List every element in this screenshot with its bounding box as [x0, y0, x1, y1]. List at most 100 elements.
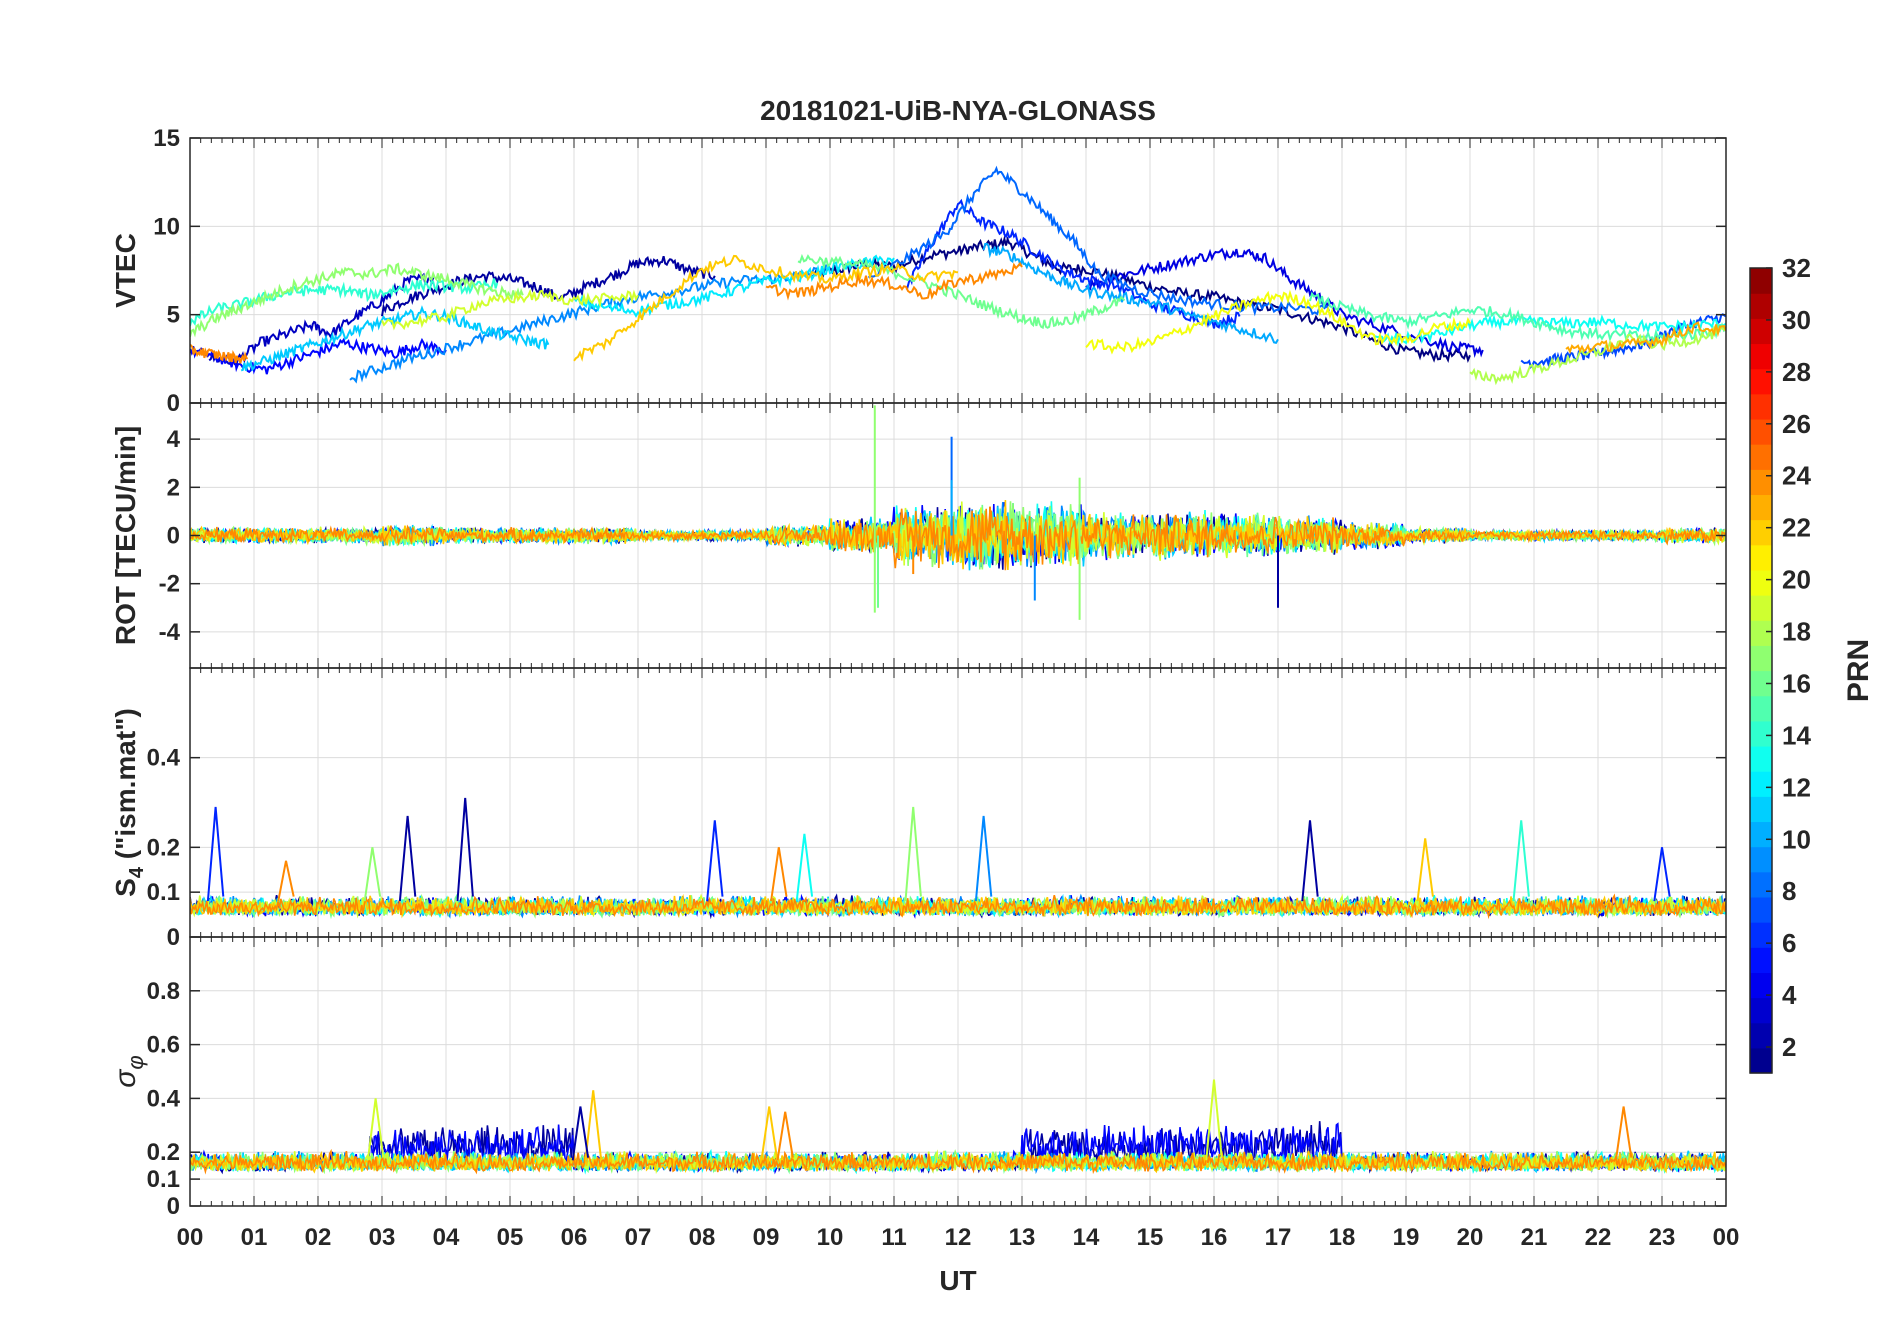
y-tick-label: 2 — [167, 474, 180, 501]
x-tick-label: 23 — [1649, 1224, 1676, 1251]
rot-series-prn-22 — [190, 499, 1726, 571]
colorbar-tick-label: 16 — [1782, 668, 1811, 698]
x-tick-label: 00 — [1713, 1224, 1740, 1251]
x-tick-label: 14 — [1073, 1224, 1100, 1251]
colorbar-swatch — [1750, 745, 1772, 772]
x-tick-label: 05 — [497, 1224, 524, 1251]
colorbar-swatch — [1750, 695, 1772, 722]
colorbar-swatch — [1750, 1022, 1772, 1049]
vtec-series-prn-2 — [381, 255, 716, 317]
x-tick-label: 15 — [1137, 1224, 1164, 1251]
s4-spike — [398, 815, 417, 902]
colorbar-tick-label: 12 — [1782, 772, 1811, 802]
colorbar-tick-label: 6 — [1782, 928, 1796, 958]
colorbar-swatch — [1750, 343, 1772, 370]
colorbar-box — [1749, 267, 1773, 1074]
colorbar-tick-label: 32 — [1782, 253, 1811, 283]
colorbar-tick-label: 4 — [1782, 980, 1797, 1010]
y-tick-label: 15 — [153, 125, 180, 152]
vtec-series-prn-17 — [190, 262, 524, 338]
y-tick-label: 0.2 — [147, 834, 180, 861]
panel-data — [190, 405, 1726, 620]
y-tick-label: 0 — [167, 390, 180, 417]
sigma_phi-spike — [776, 1111, 794, 1161]
x-tick-label: 04 — [433, 1224, 460, 1251]
x-tick-label: 13 — [1009, 1224, 1036, 1251]
s4-series-prn-22 — [190, 893, 1726, 919]
colorbar-swatch — [1750, 997, 1772, 1024]
y-tick-label: 0 — [167, 523, 180, 550]
x-tick-label: 12 — [945, 1224, 972, 1251]
sigma_phi-spike — [366, 1098, 385, 1161]
colorbar-swatch — [1750, 821, 1772, 848]
colorbar-swatch — [1750, 871, 1772, 898]
sigma_phi-spike — [1205, 1079, 1223, 1161]
y-tick-label: 0.1 — [147, 1166, 180, 1193]
colorbar-tick-label: 10 — [1782, 824, 1811, 854]
x-tick-label: 08 — [689, 1224, 716, 1251]
panel-rot: -4 -2 0 2 4 ROT [TECU/min] — [110, 402, 1727, 669]
panel-data — [190, 165, 1726, 386]
x-tick-label: 17 — [1265, 1224, 1292, 1251]
s4-spike — [974, 815, 993, 902]
colorbar-swatch — [1750, 368, 1772, 395]
sigma_phi-series-prn-24 — [190, 1148, 1726, 1175]
colorbar-tick-label: 20 — [1782, 565, 1811, 595]
panel-vtec: 0 5 10 15 VTEC — [110, 125, 1727, 417]
sigma_phi-spike — [584, 1090, 602, 1161]
y-axis-label-rot: ROT [TECU/min] — [110, 426, 141, 645]
vtec-series-prn-4 — [1085, 247, 1484, 359]
colorbar-swatch — [1750, 645, 1772, 672]
y-tick-label: 0 — [167, 924, 180, 951]
y-tick-label: 0 — [167, 1193, 180, 1220]
colorbar-tick-label: 24 — [1782, 461, 1811, 491]
y-tick-label: 0.6 — [147, 1032, 180, 1059]
colorbar-swatch — [1750, 670, 1772, 697]
vtec-series-prn-10 — [982, 242, 1279, 345]
sigma_phi-spike — [571, 1106, 590, 1161]
colorbar-swatch — [1750, 972, 1772, 999]
vtec-series-prn-20 — [1085, 289, 1471, 355]
vtec-series-prn-24 — [765, 261, 1023, 301]
s4-spike — [277, 860, 295, 902]
vtec-series-prn-3 — [208, 272, 435, 367]
colorbar-swatch — [1750, 620, 1772, 646]
x-tick-label: 02 — [305, 1224, 332, 1251]
s4-spike — [456, 797, 474, 902]
vtec-series-prn-22 — [573, 254, 959, 362]
x-tick-label: 21 — [1521, 1224, 1548, 1251]
colorbar-swatch — [1750, 318, 1772, 345]
colorbar-swatch — [1750, 519, 1772, 546]
chart-title: 20181021-UiB-NYA-GLONASS — [760, 95, 1156, 126]
y-axis-label-sigma_phi: σφ — [109, 1055, 148, 1087]
x-tick-label: 03 — [369, 1224, 396, 1251]
panel-s4: 0 0.1 0.2 0.4S4 ("ism.mat") — [110, 667, 1727, 951]
y-tick-label: 0.1 — [147, 879, 180, 906]
sigma_phi-spike — [760, 1106, 778, 1161]
colorbar-swatch — [1750, 268, 1772, 294]
colorbar-swatch — [1750, 896, 1772, 923]
colorbar-tick-label: 14 — [1782, 720, 1811, 750]
colorbar-swatch — [1750, 469, 1772, 496]
vtec-series-prn-19 — [381, 288, 639, 331]
colorbar-swatch — [1750, 796, 1772, 823]
panel-data — [190, 1079, 1726, 1175]
vtec-series-prn-12 — [573, 254, 895, 319]
colorbar-swatch — [1750, 544, 1772, 571]
vtec-series-prn-15 — [1309, 291, 1726, 345]
y-tick-label: 10 — [153, 213, 180, 240]
colorbar-swatch — [1750, 569, 1772, 596]
y-tick-label: 4 — [167, 426, 181, 453]
x-tick-label: 18 — [1329, 1224, 1356, 1251]
y-tick-label: 5 — [167, 302, 180, 329]
panel-data — [190, 797, 1726, 920]
s4-spike — [1301, 820, 1319, 902]
colorbar-tick-label: 18 — [1782, 617, 1811, 647]
sigma_phi-spike — [1614, 1106, 1633, 1161]
vtec-series-prn-16 — [797, 253, 1126, 330]
s4-spike — [206, 806, 225, 902]
colorbar-tick-label: 2 — [1782, 1032, 1796, 1062]
